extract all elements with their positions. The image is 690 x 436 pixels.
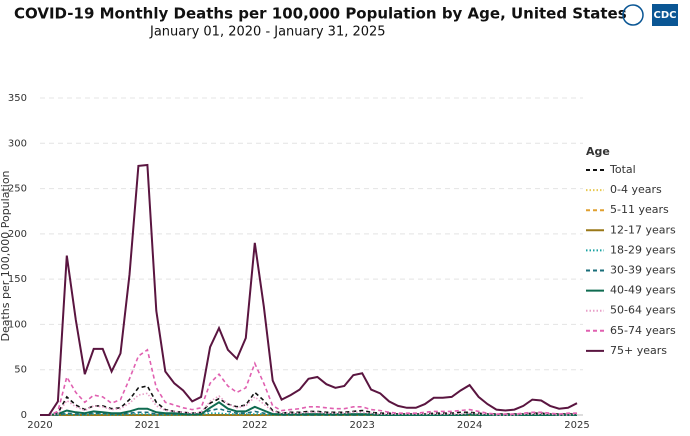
y-tick-label: 200 — [8, 229, 27, 240]
series-line — [40, 163, 578, 416]
series-line — [40, 385, 577, 416]
legend-label: 40-49 years — [610, 284, 676, 297]
y-tick-label: 150 — [8, 274, 27, 285]
logo-box — [652, 4, 678, 26]
legend-title: Age — [586, 145, 610, 158]
logo: CDC — [622, 4, 678, 26]
legend-label: Total — [609, 163, 636, 176]
series-line — [40, 401, 577, 416]
legend-label: 5-11 years — [610, 203, 669, 216]
x-tick-label: 2020 — [27, 420, 52, 431]
chart-title: COVID-19 Monthly Deaths per 100,000 Popu… — [14, 5, 627, 23]
x-tick-label: 2021 — [135, 420, 160, 431]
y-tick-label: 0 — [21, 410, 27, 421]
legend-label: 50-64 years — [610, 304, 676, 317]
x-tick-label: 2025 — [564, 420, 589, 431]
y-tick-label: 300 — [8, 138, 27, 149]
legend-label: 18-29 years — [610, 243, 676, 256]
legend-label: 12-17 years — [610, 223, 676, 236]
y-axis-label: Deaths per 100,000 Population — [0, 170, 12, 341]
legend-label: 75+ years — [610, 344, 667, 357]
x-tick-label: 2024 — [457, 420, 482, 431]
legend-label: 0-4 years — [610, 183, 662, 196]
logo-text: CDC — [654, 10, 677, 21]
legend-label: 65-74 years — [610, 324, 676, 337]
series-line — [40, 392, 578, 416]
chart-subtitle: January 01, 2020 - January 31, 2025 — [149, 25, 386, 40]
y-tick-label: 250 — [8, 184, 27, 195]
x-tick-label: 2023 — [349, 420, 374, 431]
y-tick-label: 350 — [8, 93, 27, 104]
y-tick-label: 100 — [8, 319, 27, 330]
y-tick-label: 50 — [14, 365, 27, 376]
legend-label: 30-39 years — [610, 264, 676, 277]
x-tick-label: 2022 — [242, 420, 267, 431]
logo-emblem — [622, 4, 644, 26]
series-line — [40, 348, 577, 416]
